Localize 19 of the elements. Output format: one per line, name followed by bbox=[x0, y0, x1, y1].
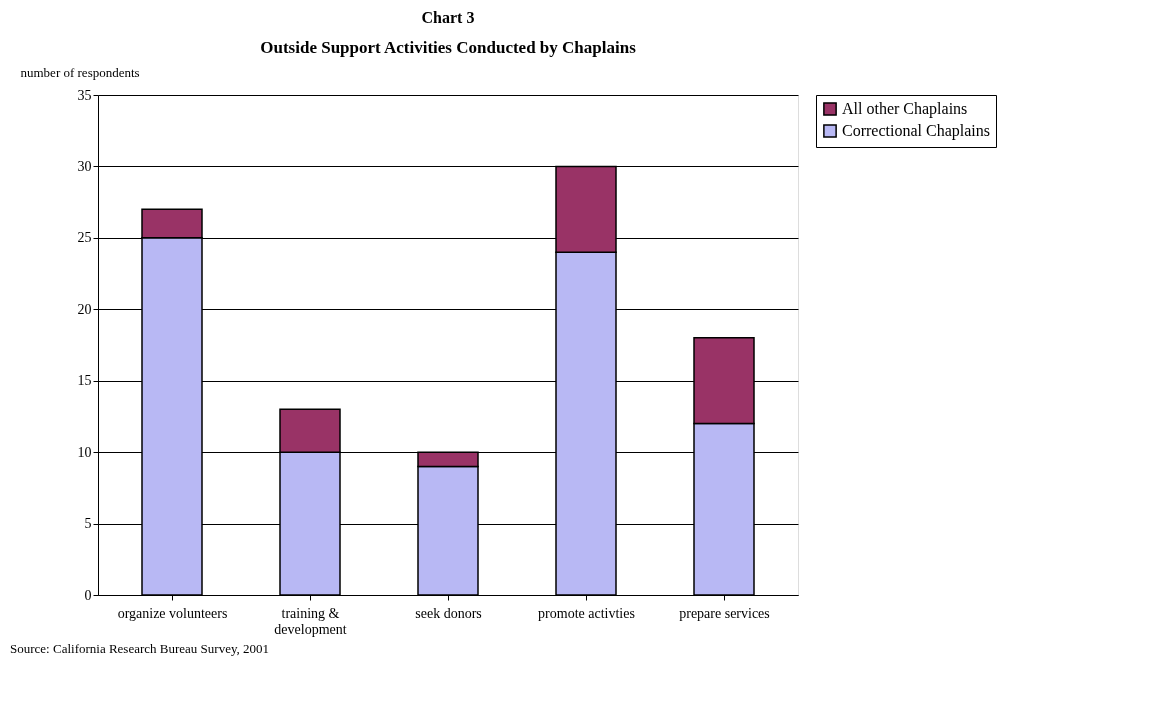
x-tick-label: seek donors bbox=[415, 605, 482, 621]
y-tick-label: 25 bbox=[77, 230, 92, 246]
x-tick-label: prepare services bbox=[679, 605, 770, 621]
chart-subtitle: Outside Support Activities Conducted by Chaplains bbox=[260, 38, 637, 57]
legend-label: Correctional Chaplains bbox=[842, 122, 990, 140]
y-tick-label: 0 bbox=[84, 587, 92, 603]
y-tick-label: 10 bbox=[77, 444, 92, 460]
x-tick-label: training & development bbox=[274, 605, 347, 637]
x-tick-label: organize volunteers bbox=[117, 605, 228, 621]
y-tick-label: 20 bbox=[77, 301, 92, 317]
y-tick-label: 30 bbox=[77, 158, 92, 174]
y-tick-label: 5 bbox=[84, 516, 92, 532]
y-tick-label: 15 bbox=[77, 373, 92, 389]
source-note: Source: California Research Bureau Survey, 2001 bbox=[10, 641, 270, 656]
chart-title: Chart 3 bbox=[421, 9, 475, 26]
y-tick-label: 35 bbox=[77, 87, 92, 103]
y-axis-title: number of respondents bbox=[20, 64, 140, 80]
x-tick-label: promote activties bbox=[538, 605, 635, 621]
legend-label: All other Chaplains bbox=[842, 100, 968, 118]
